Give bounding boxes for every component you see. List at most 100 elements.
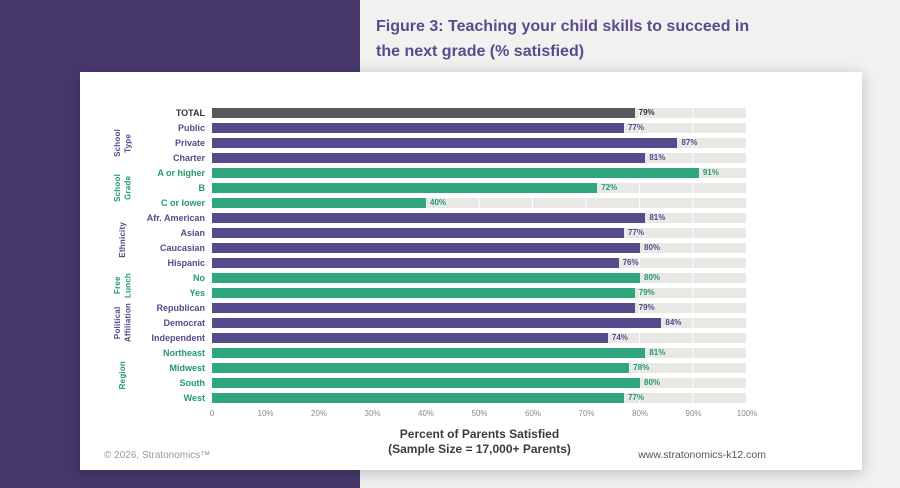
bar <box>212 347 646 358</box>
row-label: Asian <box>180 227 205 238</box>
chart-row: C or lower 40% <box>80 195 747 210</box>
bar-track: 76% <box>212 257 747 268</box>
bar-value: 72% <box>601 182 618 192</box>
tick-label: 50% <box>471 409 488 418</box>
sample-size-note: (Sample Size = 17,000+ Parents) <box>388 442 571 456</box>
bar-value: 74% <box>611 332 628 342</box>
row-label: A or higher <box>157 167 205 178</box>
bar-track: 87% <box>212 137 747 148</box>
row-label: Afr. American <box>146 212 205 223</box>
chart-row: No 80% <box>80 270 747 285</box>
bar-value: 79% <box>638 107 655 117</box>
bar-track: 74% <box>212 332 747 343</box>
chart-row: Midwest 78% <box>80 360 747 375</box>
bar <box>212 332 608 343</box>
bar-value: 81% <box>649 347 666 357</box>
bar <box>212 107 635 118</box>
website-text: www.stratonomics-k12.com <box>638 449 766 461</box>
bar-track: 79% <box>212 107 747 118</box>
bar <box>212 227 624 238</box>
row-label: No <box>193 272 205 283</box>
bar-track: 77% <box>212 227 747 238</box>
bar-value: 87% <box>681 137 698 147</box>
bar-value: 80% <box>644 377 661 387</box>
chart-row: B 72% <box>80 180 747 195</box>
chart-row: Public 77% <box>80 120 747 135</box>
chart-row: Hispanic 76% <box>80 255 747 270</box>
bar <box>212 257 619 268</box>
bar-track: 80% <box>212 242 747 253</box>
row-label: Democrat <box>163 317 205 328</box>
chart-row: Caucasian 80% <box>80 240 747 255</box>
tick-label: 0 <box>209 409 215 418</box>
row-label: Independent <box>151 332 206 343</box>
bar <box>212 317 662 328</box>
tick-label: 80% <box>631 409 649 418</box>
chart-row: Private 87% <box>80 135 747 150</box>
bar-value: 84% <box>665 317 682 327</box>
tick-label: 40% <box>417 409 435 418</box>
copyright-text: © 2026, Stratonomics™ <box>104 450 211 461</box>
bar <box>212 212 646 223</box>
chart-row: A or higher 91% <box>80 165 747 180</box>
row-label: B <box>198 182 206 193</box>
bar-value: 77% <box>627 122 644 132</box>
bar <box>212 152 646 163</box>
x-axis-label: Percent of Parents Satisfied <box>399 427 560 441</box>
bar-track: 81% <box>212 152 747 163</box>
row-label: Midwest <box>169 362 205 373</box>
bar-track: 77% <box>212 122 747 133</box>
chart-row: Afr. American 81% <box>80 210 747 225</box>
bar-value: 40% <box>430 197 447 207</box>
x-axis-title: Percent of Parents Satisfied (Sample Siz… <box>212 427 747 457</box>
tick-label: 60% <box>524 409 542 418</box>
bar-value: 78% <box>633 362 650 372</box>
x-axis-ticks: 0 10% 20% 30% 40% 50% 60% 70% 80% 90% 100% <box>209 409 757 421</box>
bar-value: 79% <box>638 302 655 312</box>
tick-label: 90% <box>685 409 702 418</box>
bar-track: 79% <box>212 302 747 313</box>
bar-value: 81% <box>649 152 666 162</box>
tick-label: 30% <box>364 409 381 418</box>
tick-label: 20% <box>310 409 328 418</box>
bar-track: 77% <box>212 392 747 403</box>
bar-track: 81% <box>212 212 747 223</box>
bar <box>212 272 640 283</box>
row-label: TOTAL <box>175 107 205 118</box>
bar <box>212 302 635 313</box>
row-label: Charter <box>172 152 205 163</box>
tick-label: 10% <box>257 409 274 418</box>
row-label: Public <box>177 122 205 133</box>
chart-row: TOTAL 79% <box>80 105 747 120</box>
bar-value: 81% <box>649 212 666 222</box>
bar-track: 40% <box>212 197 747 208</box>
chart-row: West 77% <box>80 390 747 405</box>
bar-value: 80% <box>644 272 661 282</box>
chart-card: School Type School Grade Ethnicity Free Lun… <box>80 72 862 470</box>
bar <box>212 197 426 208</box>
bar-value: 79% <box>638 287 655 297</box>
row-label: Caucasian <box>159 242 205 253</box>
row-label: Republican <box>156 302 205 313</box>
tick-label: 100% <box>736 409 758 418</box>
bar-track: 80% <box>212 272 747 283</box>
bar-track: 72% <box>212 182 747 193</box>
row-label: South <box>179 377 206 388</box>
chart-row: Charter 81% <box>80 150 747 165</box>
bar-value: 77% <box>627 392 644 402</box>
bar <box>212 392 624 403</box>
bar-value: 91% <box>702 167 719 177</box>
row-label: C or lower <box>160 197 205 208</box>
chart-row: Republican 79% <box>80 300 747 315</box>
bar-track: 78% <box>212 362 747 373</box>
chart-row: South 80% <box>80 375 747 390</box>
bar <box>212 137 678 148</box>
bar <box>212 122 624 133</box>
chart-row: Yes 79% <box>80 285 747 300</box>
figure-title: Figure 3: Teaching your child skills to … <box>376 18 750 60</box>
bar-value: 77% <box>627 227 644 237</box>
bar-track: 81% <box>212 347 747 358</box>
bar <box>212 377 640 388</box>
chart-row: Asian 77% <box>80 225 747 240</box>
